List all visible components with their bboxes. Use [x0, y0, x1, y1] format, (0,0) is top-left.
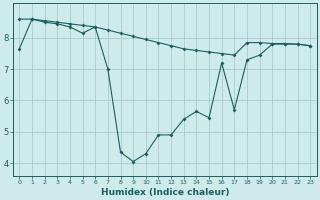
X-axis label: Humidex (Indice chaleur): Humidex (Indice chaleur): [100, 188, 229, 197]
